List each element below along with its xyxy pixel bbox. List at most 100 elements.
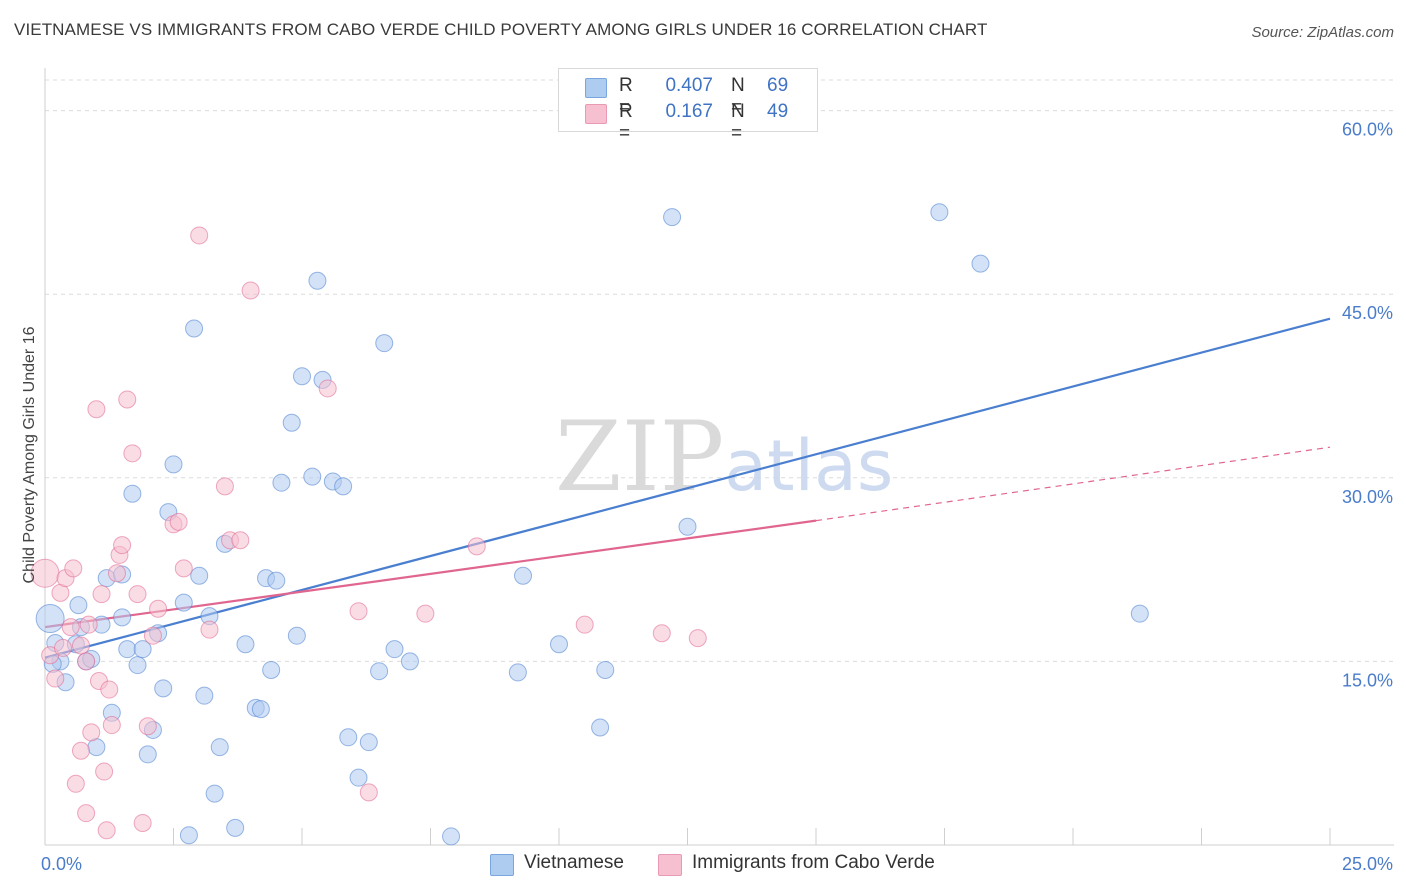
bottom-legend-swatch-cabo-verde xyxy=(658,854,682,876)
point-vietnamese xyxy=(267,571,286,590)
tick-labels: 15.0% 30.0% 45.0% 60.0% 0.0% 25.0% xyxy=(41,120,1393,874)
point-cabo-verde xyxy=(174,559,193,578)
point-vietnamese xyxy=(69,596,88,615)
point-vietnamese xyxy=(179,826,198,845)
y-tick-label: 30.0% xyxy=(1342,487,1393,507)
chart-title: VIETNAMESE VS IMMIGRANTS FROM CABO VERDE… xyxy=(14,20,988,39)
point-cabo-verde xyxy=(575,615,594,634)
legend-swatch-cabo-verde xyxy=(585,104,607,124)
point-cabo-verde xyxy=(77,652,96,671)
point-cabo-verde xyxy=(66,774,85,793)
point-vietnamese xyxy=(663,208,682,227)
point-cabo-verde xyxy=(118,390,137,409)
point-vietnamese xyxy=(205,784,224,803)
point-vietnamese xyxy=(287,626,306,645)
point-vietnamese xyxy=(113,608,132,627)
point-cabo-verde xyxy=(231,531,250,550)
point-vietnamese xyxy=(400,652,419,671)
watermark-zip: ZIP xyxy=(555,401,724,513)
y-axis-title: Child Poverty Among Girls Under 16 xyxy=(21,326,38,583)
point-vietnamese xyxy=(930,203,949,222)
point-vietnamese xyxy=(282,413,301,432)
point-vietnamese xyxy=(370,662,389,681)
point-vietnamese xyxy=(185,319,204,338)
point-vietnamese xyxy=(138,745,157,764)
point-vietnamese xyxy=(118,640,137,659)
legend-n-label: N = xyxy=(731,101,745,144)
point-vietnamese xyxy=(442,827,461,846)
point-vietnamese xyxy=(210,738,229,757)
point-cabo-verde xyxy=(87,400,106,419)
point-cabo-verde xyxy=(138,717,157,736)
point-vietnamese xyxy=(591,718,610,737)
point-cabo-verde xyxy=(416,604,435,623)
legend-n-label: N = xyxy=(731,75,745,118)
point-vietnamese xyxy=(349,768,368,787)
point-vietnamese xyxy=(251,700,270,719)
point-vietnamese xyxy=(195,686,214,705)
point-vietnamese xyxy=(164,455,183,474)
trend-line-cabo-verde xyxy=(44,519,817,629)
y-tick-label: 60.0% xyxy=(1342,120,1393,140)
bottom-legend-label: Immigrants from Cabo Verde xyxy=(692,852,935,873)
bottom-legend-label: Vietnamese xyxy=(524,852,624,873)
point-cabo-verde xyxy=(149,599,168,618)
watermark-atlas: atlas xyxy=(724,425,893,507)
point-vietnamese xyxy=(236,635,255,654)
legend-n-value: 49 xyxy=(767,101,789,122)
point-cabo-verde xyxy=(92,585,111,604)
point-vietnamese xyxy=(375,334,394,353)
point-cabo-verde xyxy=(652,624,671,643)
point-cabo-verde xyxy=(53,638,72,657)
axes xyxy=(44,68,1394,846)
legend-r-value: 0.407 xyxy=(665,75,713,96)
legend-r-label: R = xyxy=(619,75,633,118)
data-points xyxy=(30,203,1149,846)
point-cabo-verde xyxy=(349,602,368,621)
point-vietnamese xyxy=(262,660,281,679)
point-vietnamese xyxy=(226,818,245,837)
point-vietnamese xyxy=(1130,604,1149,623)
point-cabo-verde xyxy=(143,626,162,645)
point-cabo-verde xyxy=(190,226,209,245)
trend-line-vietnamese xyxy=(44,317,1331,659)
point-vietnamese xyxy=(303,467,322,486)
chart-source: Source: ZipAtlas.com xyxy=(1251,24,1394,41)
point-vietnamese xyxy=(508,663,527,682)
point-vietnamese xyxy=(339,728,358,747)
y-tick-label: 15.0% xyxy=(1342,670,1393,690)
x-tick-label: 0.0% xyxy=(41,854,82,874)
point-vietnamese xyxy=(678,517,697,536)
bottom-legend-swatch-vietnamese xyxy=(490,854,514,876)
point-vietnamese xyxy=(359,733,378,752)
legend-n-value: 69 xyxy=(767,75,789,96)
point-cabo-verde xyxy=(215,477,234,496)
legend-swatch-vietnamese xyxy=(585,78,607,98)
point-vietnamese xyxy=(123,484,142,503)
point-vietnamese xyxy=(971,254,990,273)
point-vietnamese xyxy=(334,477,353,496)
x-tick-label: 25.0% xyxy=(1342,854,1393,874)
watermark: ZIPatlas xyxy=(555,401,893,513)
point-vietnamese xyxy=(308,271,327,290)
point-vietnamese xyxy=(596,660,615,679)
point-cabo-verde xyxy=(467,537,486,556)
point-cabo-verde xyxy=(359,783,378,802)
point-vietnamese xyxy=(128,656,147,675)
correlation-legend: R = 0.407 N = 69 R = 0.167 N = 49 xyxy=(558,68,818,144)
trend-lines xyxy=(44,317,1331,659)
point-cabo-verde xyxy=(688,629,707,648)
point-cabo-verde xyxy=(46,669,65,688)
point-cabo-verde xyxy=(77,804,96,823)
legend-r-value: 0.167 xyxy=(665,101,713,122)
point-vietnamese xyxy=(154,679,173,698)
point-cabo-verde xyxy=(71,741,90,760)
point-vietnamese xyxy=(293,367,311,386)
trend-line-cabo-verde-extension xyxy=(815,446,1331,522)
grid-lines xyxy=(45,79,1394,662)
point-cabo-verde xyxy=(100,680,119,699)
point-cabo-verde xyxy=(169,512,188,531)
point-cabo-verde xyxy=(133,813,152,832)
point-cabo-verde xyxy=(128,585,147,604)
